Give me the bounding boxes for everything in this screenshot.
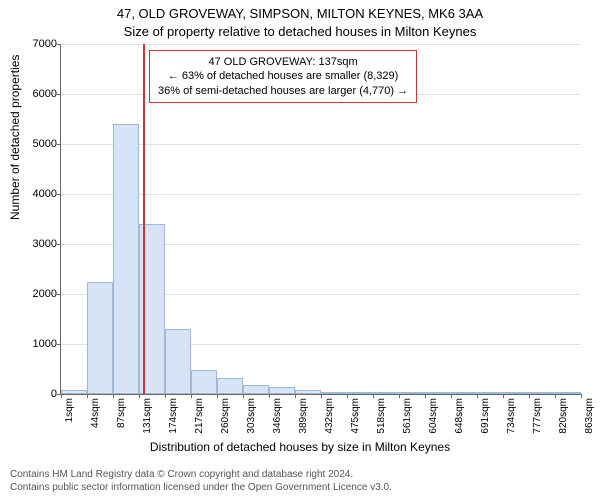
y-tick-label: 1000 — [33, 338, 57, 350]
histogram-bar — [61, 390, 87, 395]
x-tick-mark — [425, 394, 426, 398]
histogram-bar — [399, 392, 425, 394]
histogram-bar — [191, 370, 217, 394]
annotation-line: 36% of semi-detached houses are larger (… — [158, 84, 408, 98]
histogram-bar — [529, 392, 555, 394]
x-tick-mark — [555, 394, 556, 398]
x-tick-label: 44sqm — [90, 398, 101, 428]
x-tick-mark — [477, 394, 478, 398]
x-tick-label: 863sqm — [584, 398, 595, 434]
x-tick-label: 217sqm — [194, 398, 205, 434]
grid-line — [61, 144, 581, 145]
y-tick-mark — [57, 44, 61, 45]
y-tick-mark — [57, 294, 61, 295]
plot-area: 010002000300040005000600070001sqm44sqm87… — [60, 44, 581, 395]
y-tick-label: 3000 — [33, 238, 57, 250]
y-tick-label: 5000 — [33, 138, 57, 150]
x-tick-mark — [61, 394, 62, 398]
x-tick-label: 734sqm — [506, 398, 517, 434]
x-tick-label: 561sqm — [402, 398, 413, 434]
x-tick-mark — [451, 394, 452, 398]
y-tick-mark — [57, 144, 61, 145]
x-tick-mark — [139, 394, 140, 398]
y-tick-label: 4000 — [33, 188, 57, 200]
histogram-bar — [295, 390, 321, 395]
x-tick-mark — [269, 394, 270, 398]
annotation-box: 47 OLD GROVEWAY: 137sqm← 63% of detached… — [149, 50, 417, 103]
chart-title-sub: Size of property relative to detached ho… — [0, 24, 600, 39]
y-tick-mark — [57, 344, 61, 345]
x-tick-mark — [217, 394, 218, 398]
histogram-bar — [321, 392, 347, 394]
x-tick-label: 820sqm — [558, 398, 569, 434]
histogram-bar — [373, 392, 399, 394]
footer-line-2: Contains public sector information licen… — [10, 481, 392, 494]
histogram-bar — [347, 392, 373, 394]
footer-line-1: Contains HM Land Registry data © Crown c… — [10, 468, 392, 481]
x-tick-mark — [503, 394, 504, 398]
y-tick-mark — [57, 94, 61, 95]
x-tick-label: 777sqm — [532, 398, 543, 434]
y-tick-mark — [57, 244, 61, 245]
y-tick-label: 7000 — [33, 38, 57, 50]
annotation-line: ← 63% of detached houses are smaller (8,… — [158, 69, 408, 83]
x-tick-label: 303sqm — [246, 398, 257, 434]
property-marker-line — [143, 44, 145, 394]
histogram-bar — [217, 378, 243, 395]
x-axis-label: Distribution of detached houses by size … — [0, 440, 600, 454]
x-tick-label: 389sqm — [298, 398, 309, 434]
x-tick-label: 691sqm — [480, 398, 491, 434]
x-tick-mark — [581, 394, 582, 398]
histogram-bar — [165, 329, 191, 394]
x-tick-label: 346sqm — [272, 398, 283, 434]
x-tick-label: 260sqm — [220, 398, 231, 434]
grid-line — [61, 194, 581, 195]
x-tick-mark — [113, 394, 114, 398]
x-tick-label: 87sqm — [116, 398, 127, 428]
x-tick-mark — [191, 394, 192, 398]
y-tick-mark — [57, 194, 61, 195]
footer-text: Contains HM Land Registry data © Crown c… — [10, 468, 392, 494]
x-tick-mark — [165, 394, 166, 398]
x-tick-mark — [347, 394, 348, 398]
x-tick-mark — [529, 394, 530, 398]
x-tick-mark — [243, 394, 244, 398]
x-tick-label: 475sqm — [350, 398, 361, 434]
chart-title-main: 47, OLD GROVEWAY, SIMPSON, MILTON KEYNES… — [0, 6, 600, 21]
x-tick-label: 131sqm — [142, 398, 153, 434]
x-tick-mark — [87, 394, 88, 398]
x-tick-mark — [321, 394, 322, 398]
x-tick-label: 1sqm — [64, 398, 75, 422]
histogram-bar — [269, 387, 295, 395]
histogram-bar — [425, 392, 451, 394]
x-tick-label: 174sqm — [168, 398, 179, 434]
grid-line — [61, 44, 581, 45]
histogram-bar — [243, 385, 269, 394]
chart-container: 47, OLD GROVEWAY, SIMPSON, MILTON KEYNES… — [0, 0, 600, 500]
histogram-bar — [113, 124, 139, 394]
x-tick-label: 518sqm — [376, 398, 387, 434]
x-tick-mark — [399, 394, 400, 398]
histogram-bar — [555, 392, 581, 394]
histogram-bar — [503, 392, 529, 394]
y-tick-label: 2000 — [33, 288, 57, 300]
x-tick-label: 432sqm — [324, 398, 335, 434]
y-tick-label: 6000 — [33, 88, 57, 100]
annotation-line: 47 OLD GROVEWAY: 137sqm — [158, 55, 408, 69]
y-axis-label: Number of detached properties — [8, 55, 22, 220]
histogram-bar — [477, 392, 503, 394]
histogram-bar — [87, 282, 113, 395]
x-tick-mark — [295, 394, 296, 398]
x-tick-label: 648sqm — [454, 398, 465, 434]
x-tick-mark — [373, 394, 374, 398]
y-tick-label: 0 — [51, 388, 57, 400]
x-tick-label: 604sqm — [428, 398, 439, 434]
histogram-bar — [451, 392, 477, 394]
